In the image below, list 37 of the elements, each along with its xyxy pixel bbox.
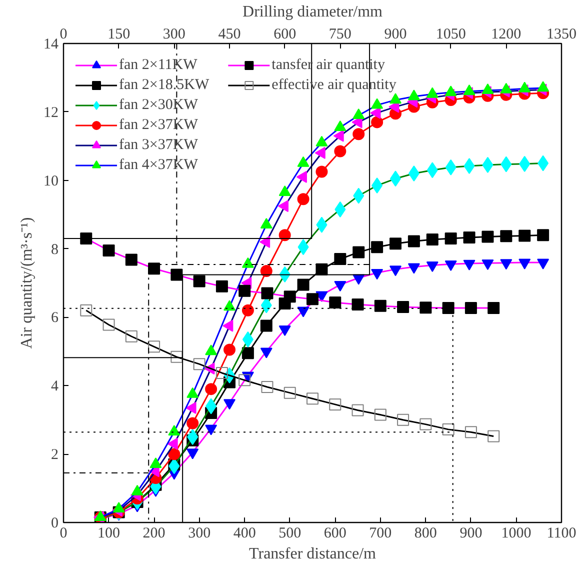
x-tick-label: 300 [188, 526, 211, 542]
x-axis-title: Transfer distance/m [249, 546, 377, 562]
x2-tick-label: 1350 [546, 26, 576, 42]
x2-tick-label: 1050 [436, 26, 466, 42]
x-tick-label: 500 [278, 526, 302, 542]
y-tick-label: 10 [44, 173, 58, 190]
x-tick-label: 100 [98, 526, 120, 542]
y-tick-label: 14 [44, 36, 59, 52]
y-tick-label: 6 [51, 310, 59, 326]
y-tick-label: 12 [44, 104, 58, 121]
x-tick-label: 800 [414, 526, 437, 542]
x2-axis-title: Drilling diameter/mm [242, 4, 384, 20]
x-tick-label: 400 [233, 526, 256, 542]
x2-tick-label: 1200 [491, 26, 522, 42]
y-tick-label: 4 [51, 378, 59, 395]
x2-tick-label: 300 [162, 26, 186, 42]
legend-label: fan 4×37KW [119, 156, 198, 174]
x-tick-label: 1100 [546, 526, 576, 542]
x-tick-label: 200 [142, 526, 166, 542]
x-tick-label: 700 [369, 526, 392, 542]
x-tick-label: 600 [324, 526, 346, 542]
x2-tick-label: 600 [274, 26, 296, 42]
legend-label: fan 2×30KW [119, 96, 198, 114]
legend-label: fan 2×18.5KW [119, 76, 210, 94]
x2-tick-label: 150 [108, 26, 130, 42]
legend-label: fan 2×11KW [119, 56, 198, 74]
x2-tick-label: 750 [328, 26, 352, 42]
x-tick-label: 1000 [501, 526, 532, 542]
legend-label: fan 2×37KW [119, 116, 198, 134]
y-tick-label: 2 [51, 447, 58, 464]
x2-tick-label: 450 [218, 26, 241, 42]
x2-tick-label: 900 [384, 26, 407, 42]
y-axis-title: Air quantity/(m³·s⁻¹) [18, 217, 36, 349]
x-tick-label: 900 [460, 526, 482, 542]
legend-label: fan 3×37KW [119, 136, 198, 154]
y-tick-label: 0 [51, 516, 58, 532]
y-tick-label: 8 [51, 242, 58, 258]
